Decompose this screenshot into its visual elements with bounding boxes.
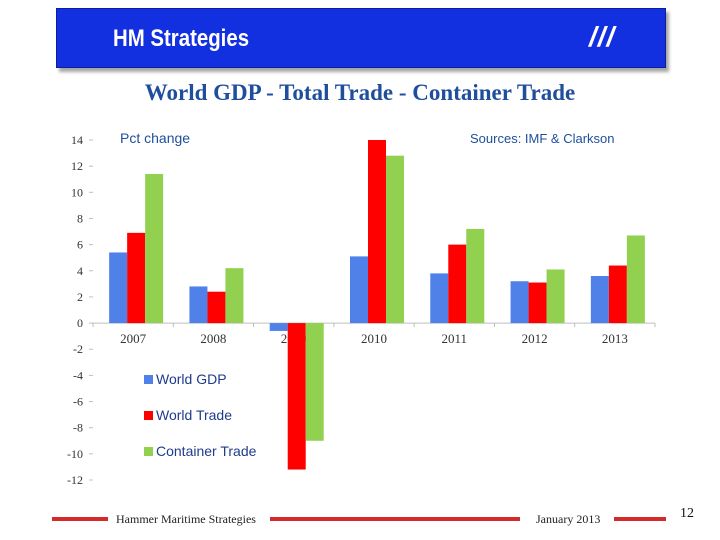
bar-container-trade <box>225 268 244 324</box>
bar-world-gdp <box>109 252 128 324</box>
y-tick-label: 8 <box>77 211 83 225</box>
header-title: HM Strategies <box>113 25 250 52</box>
chart-title: World GDP - Total Trade - Container Trad… <box>144 80 576 105</box>
y-tick-label: 0 <box>77 316 83 330</box>
x-tick-label: 2007 <box>120 331 147 346</box>
legend-swatch <box>144 375 153 384</box>
footer-rule-right <box>614 517 666 521</box>
source-note: Sources: IMF & Clarkson <box>470 131 615 146</box>
header-banner: HM Strategies /// <box>56 8 666 68</box>
footer-company: Hammer Maritime Strategies <box>116 512 256 526</box>
x-tick-label: 2008 <box>200 331 226 346</box>
bar-world-trade <box>448 244 467 324</box>
legend-label: World GDP <box>156 371 227 387</box>
bar-world-gdp <box>189 286 208 324</box>
x-tick-label: 2012 <box>522 331 548 346</box>
y-tick-label: -10 <box>67 447 83 461</box>
bar-world-trade <box>368 140 386 324</box>
y-tick-label: 6 <box>77 238 83 252</box>
legend-label: Container Trade <box>156 443 257 459</box>
y-tick-label: 12 <box>71 159 83 173</box>
footer-rule-middle <box>270 517 520 521</box>
y-tick-label: -12 <box>67 473 83 487</box>
y-tick-label: -2 <box>73 342 83 356</box>
bar-world-gdp <box>590 276 609 324</box>
y-tick-label: 4 <box>77 264 83 278</box>
bar-world-trade <box>207 291 226 324</box>
bar-world-gdp <box>430 273 449 324</box>
bar-container-trade <box>305 323 324 441</box>
footer-rule-left <box>52 517 108 521</box>
x-tick-label: 2010 <box>361 331 387 346</box>
bar-container-trade <box>626 235 645 324</box>
y-tick-label: 14 <box>71 133 83 147</box>
bar-world-gdp <box>350 256 368 324</box>
bar-world-trade <box>127 232 146 324</box>
header-mark: /// <box>589 21 616 52</box>
y-tick-label: -8 <box>73 421 83 435</box>
bar-container-trade <box>386 155 404 324</box>
y-tick-label: 10 <box>71 185 83 199</box>
y-tick-label: -6 <box>73 395 83 409</box>
y-tick-label: 2 <box>77 290 83 304</box>
y-axis-label: Pct change <box>120 130 190 146</box>
bar-world-trade <box>528 282 547 324</box>
page-number: 12 <box>680 506 694 521</box>
bar-world-gdp <box>510 281 529 324</box>
footer-date: January 2013 <box>536 512 601 526</box>
bar-world-trade <box>287 323 306 470</box>
y-tick-label: -4 <box>73 368 83 382</box>
legend-swatch <box>144 411 153 420</box>
x-tick-label: 2013 <box>602 331 628 346</box>
x-tick-label: 2011 <box>442 331 468 346</box>
bar-container-trade <box>546 269 565 324</box>
legend-label: World Trade <box>156 407 232 423</box>
bar-world-gdp <box>269 323 288 331</box>
bar-container-trade <box>145 174 164 324</box>
bar-container-trade <box>466 228 485 324</box>
bar-world-trade <box>608 265 627 324</box>
legend-swatch <box>144 447 153 456</box>
